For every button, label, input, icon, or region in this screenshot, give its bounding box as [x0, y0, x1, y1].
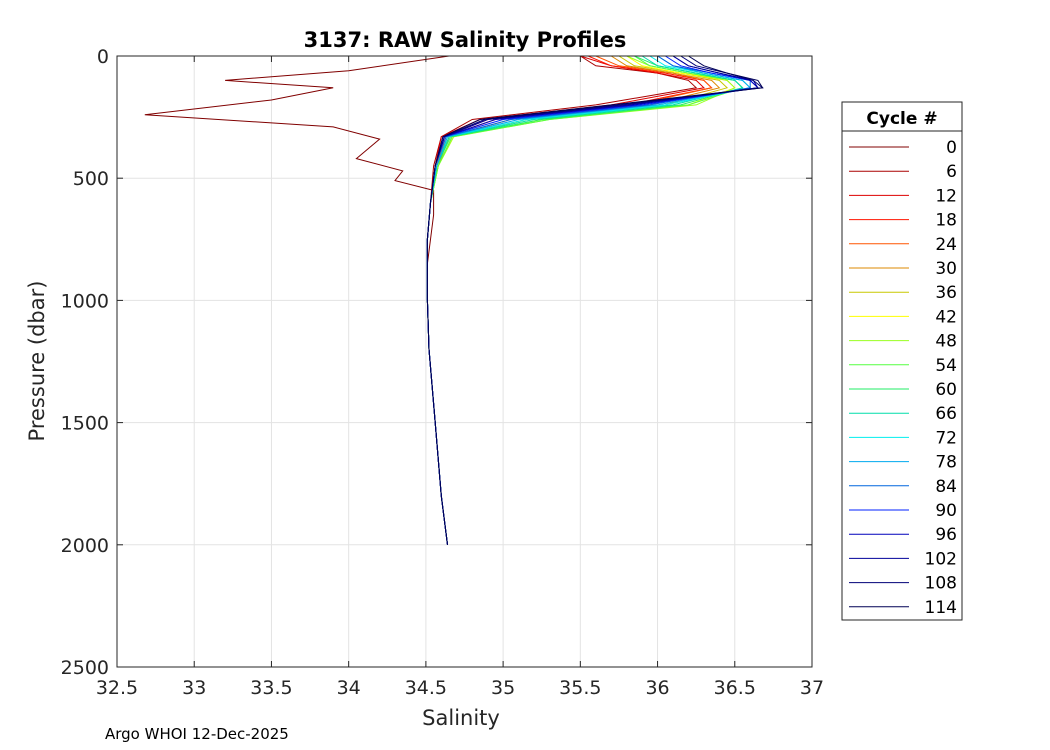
x-tick-label: 35.5 [559, 677, 601, 699]
legend-label-cycle-114: 114 [925, 598, 957, 618]
x-axis-label: Salinity [422, 706, 500, 730]
legend-title: Cycle # [866, 109, 937, 129]
legend-label-cycle-60: 60 [935, 380, 957, 400]
y-tick-label: 500 [73, 168, 109, 190]
x-tick-label: 36.5 [714, 677, 756, 699]
profile-series [144, 55, 764, 545]
axis-ticks: 32.5 33 33.5 34 34.5 35 35.5 36 36.5 37 0 500 1000 15… [61, 46, 824, 699]
x-tick-label: 37 [800, 677, 824, 699]
legend-label-cycle-24: 24 [935, 235, 957, 255]
footer-credit: Argo WHOI 12-Dec-2025 [105, 725, 289, 743]
x-tick-label: 33.5 [250, 677, 292, 699]
x-tick-label: 34.5 [405, 677, 447, 699]
legend-items: 0 6 12 18 24 30 36 42 48 54 60 66 72 78 84 90 96 102 108 11… [849, 138, 957, 618]
legend-label-cycle-84: 84 [935, 477, 957, 497]
y-tick-label: 2000 [61, 535, 109, 557]
legend-label-cycle-54: 54 [935, 356, 957, 376]
x-tick-label: 32.5 [96, 677, 138, 699]
legend-label-cycle-42: 42 [935, 307, 957, 327]
series-line-cycle-114 [426, 55, 764, 545]
x-tick-label: 35 [491, 677, 515, 699]
legend-label-cycle-0: 0 [946, 138, 957, 158]
legend-label-cycle-102: 102 [925, 549, 957, 569]
y-tick-label: 0 [97, 46, 109, 68]
plot-frame [116, 55, 813, 668]
x-tick-label: 33 [182, 677, 206, 699]
y-tick-label: 1500 [61, 413, 109, 435]
plot-area [117, 56, 812, 667]
legend-label-cycle-78: 78 [935, 453, 957, 473]
legend-box [841, 101, 963, 621]
x-tick-label: 36 [645, 677, 669, 699]
legend-label-cycle-108: 108 [925, 574, 957, 594]
legend-label-cycle-30: 30 [935, 259, 957, 279]
y-axis-label: Pressure (dbar) [25, 281, 49, 442]
chart-title: 3137: RAW Salinity Profiles [304, 28, 627, 52]
legend-label-cycle-96: 96 [935, 525, 957, 545]
legend-label-cycle-6: 6 [946, 162, 957, 182]
legend-label-cycle-18: 18 [935, 211, 957, 231]
y-tick-label: 2500 [61, 657, 109, 679]
legend: Cycle # 0 6 12 18 24 30 36 42 48 54 60 66 72 78 84 90 96… [841, 101, 963, 621]
legend-label-cycle-48: 48 [935, 332, 957, 352]
legend-label-cycle-36: 36 [935, 283, 957, 303]
legend-label-cycle-90: 90 [935, 501, 957, 521]
legend-label-cycle-66: 66 [935, 404, 957, 424]
grid-lines [117, 56, 812, 667]
x-tick-label: 34 [337, 677, 361, 699]
legend-label-cycle-72: 72 [935, 428, 957, 448]
legend-label-cycle-12: 12 [935, 186, 957, 206]
y-tick-label: 1000 [61, 290, 109, 312]
